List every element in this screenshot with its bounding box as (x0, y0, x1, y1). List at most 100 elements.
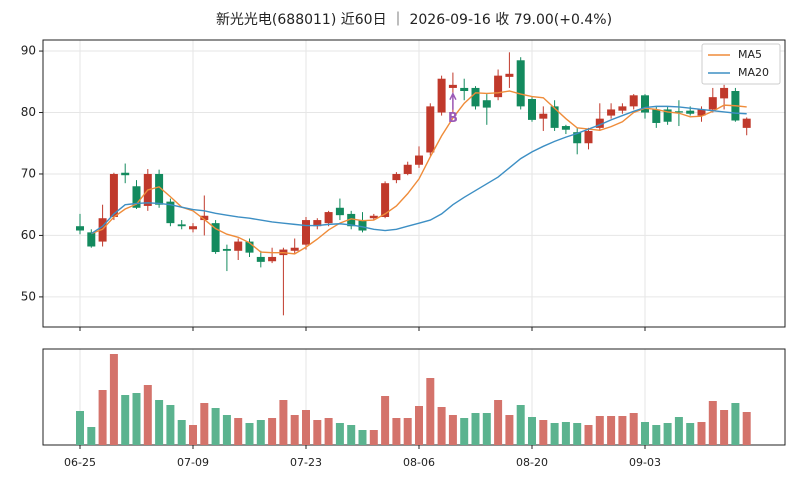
candle-body (347, 213, 356, 227)
volume-bar (494, 400, 503, 445)
volume-bar (584, 425, 593, 445)
volume-bar (448, 415, 457, 445)
candle-body (697, 109, 706, 116)
annotation-arrow (449, 91, 457, 110)
volume-bar (573, 423, 582, 445)
candle-body (426, 106, 435, 153)
volume-bar (618, 416, 627, 445)
candle-body (516, 60, 525, 107)
candle-body (663, 109, 672, 122)
chart-title: 新光光电(688011) 近60日 ｜ 2026-09-16 收 79.00(+… (216, 12, 612, 28)
volume-bar (234, 418, 243, 445)
candle-body (403, 164, 412, 174)
volume-bar (381, 396, 390, 445)
candle-body (392, 173, 401, 181)
x-tick-label: 07-09 (177, 456, 209, 469)
candle-body (256, 256, 265, 262)
volume-bar (708, 401, 717, 445)
ma-line (90, 105, 747, 235)
volume-bar (87, 427, 96, 445)
candle-body (177, 224, 186, 227)
candle-body (720, 87, 729, 99)
candle-body (290, 247, 299, 251)
volume-bar (629, 413, 638, 445)
volume-panel (42, 348, 786, 446)
candle-body (573, 132, 582, 144)
candle-body (381, 183, 390, 217)
x-tick-label: 08-20 (516, 456, 548, 469)
candle-body (539, 113, 548, 119)
volume-bar (177, 420, 186, 445)
volume-bar (460, 418, 469, 445)
candle-body (708, 97, 717, 110)
candle-body (742, 118, 751, 128)
candle-body (109, 173, 118, 217)
candle-body (369, 215, 378, 219)
candle-body (132, 186, 141, 208)
ma-line (91, 90, 747, 255)
volume-bar (392, 418, 401, 445)
candle-body (268, 256, 277, 262)
candle-body (595, 118, 604, 128)
candle-body (686, 110, 695, 114)
volume-bar (245, 423, 254, 445)
volume-bar (561, 422, 570, 445)
grid (43, 40, 785, 445)
volume-bar (437, 407, 446, 445)
volume-bar (482, 413, 491, 445)
x-tick-label: 08-06 (403, 456, 435, 469)
volume-bar (302, 410, 310, 445)
candle-body (222, 248, 231, 251)
x-tick-label: 07-23 (290, 456, 322, 469)
candle-body (87, 232, 96, 247)
volume-bar (358, 430, 367, 445)
candle-body (358, 220, 367, 231)
volume-bar (155, 400, 164, 445)
volume-bar (426, 378, 435, 445)
candle-body (200, 215, 209, 221)
candle-body (641, 95, 649, 113)
volume-bar (335, 423, 344, 445)
volume-bar (324, 418, 333, 445)
candle-body (448, 84, 457, 88)
volume-bar (166, 405, 175, 445)
legend-box (701, 43, 781, 85)
candle-body (166, 201, 175, 224)
volume-bar (313, 420, 322, 445)
volume-bar (132, 393, 141, 445)
volume-bar (720, 410, 729, 445)
candle-body (234, 241, 243, 251)
volume-bar (595, 416, 604, 445)
volume-bar (607, 416, 616, 445)
candle-body (335, 207, 344, 216)
volume-bar (550, 423, 559, 445)
candle-body (494, 75, 503, 98)
volume-bar (200, 403, 209, 445)
candle-body (155, 173, 164, 205)
volume-bar (143, 385, 152, 445)
volume-bar (505, 415, 514, 445)
volume-bar (121, 395, 130, 445)
legend-label: MA20 (738, 66, 769, 79)
volume-bar (686, 423, 695, 445)
y-tick-label: 80 (21, 105, 36, 119)
volume-bar (211, 408, 220, 445)
volume-bar (516, 405, 525, 445)
volume-bar (189, 425, 197, 445)
candle-body (652, 109, 661, 123)
volume-bar (742, 412, 751, 445)
y-tick-label: 90 (21, 44, 36, 58)
y-tick-label: 70 (21, 166, 36, 180)
candle-body (460, 87, 469, 92)
y-tick-label: 50 (21, 289, 36, 303)
volume-bar (663, 423, 672, 445)
volume-bar (279, 400, 288, 445)
candle-body (324, 212, 333, 224)
volume-bar (268, 418, 277, 445)
candle-body (121, 172, 130, 176)
volume-bar (731, 403, 740, 445)
volume-bar (256, 420, 265, 445)
candle-body (245, 241, 254, 253)
volume-bar (98, 390, 107, 445)
